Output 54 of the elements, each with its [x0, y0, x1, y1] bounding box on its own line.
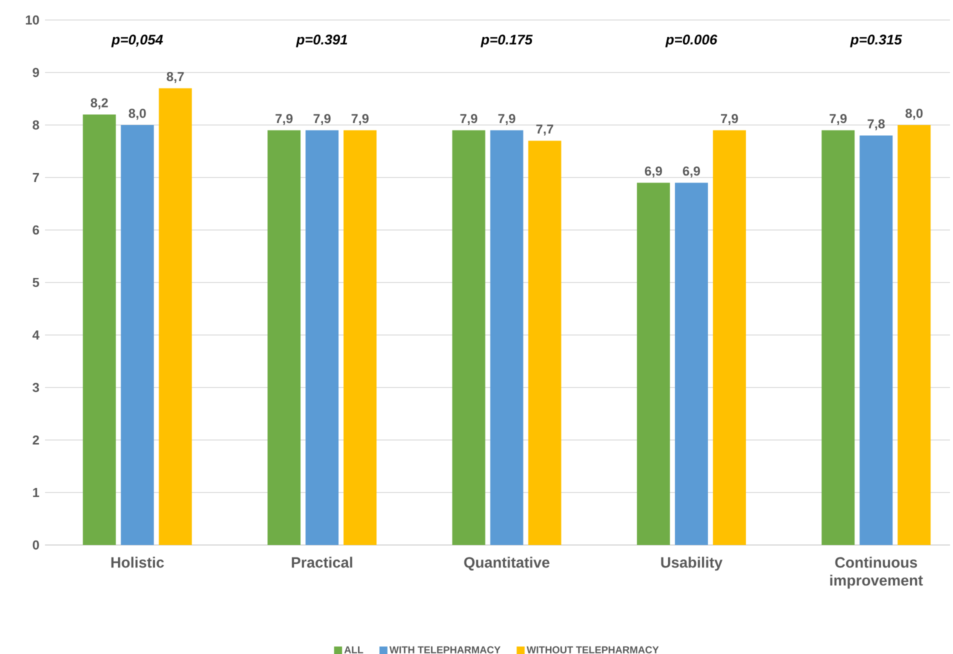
bar: [452, 130, 486, 545]
x-tick-label: Usability: [661, 556, 723, 571]
bar: [344, 130, 377, 545]
x-tick-label: Continuous improvement: [830, 556, 923, 589]
bar: [636, 182, 670, 545]
data-label: 6,9: [682, 166, 700, 178]
y-tick-label: 7: [32, 173, 39, 182]
data-label: 7,9: [830, 114, 847, 126]
data-label: 8,0: [906, 108, 923, 120]
annotation: p=0.391: [296, 34, 348, 48]
annotation: p=0.006: [665, 34, 718, 48]
annotation: p=0,054: [111, 34, 163, 48]
bar: [120, 124, 154, 545]
legend-label: WITH TELEPHARMACY: [389, 646, 500, 654]
y-tick-label: 10: [26, 15, 39, 25]
data-label: 7,9: [276, 114, 293, 126]
data-label: 6,9: [644, 166, 662, 178]
legend-label: ALL: [344, 646, 364, 654]
x-tick-label: Holistic: [111, 556, 164, 568]
y-tick-label: 4: [32, 330, 40, 340]
y-tick-label: 6: [32, 225, 40, 235]
y-tick-label: 5: [32, 278, 40, 288]
data-label: 8,2: [90, 98, 108, 110]
data-label: 7,8: [868, 119, 885, 130]
data-label: 7,9: [720, 114, 738, 126]
data-label: 7,9: [352, 114, 369, 126]
y-tick-label: 0: [32, 540, 39, 550]
x-tick-label: Practical: [292, 556, 352, 568]
bar: [898, 124, 931, 545]
data-label: 7,7: [536, 124, 554, 136]
data-label: 8,7: [166, 72, 184, 84]
bar: [528, 140, 562, 545]
annotation: p=0.315: [850, 34, 902, 48]
data-label: 7,9: [460, 114, 478, 126]
bar: [268, 130, 301, 545]
x-tick-label: Quantitative: [464, 556, 550, 571]
y-tick-label: 3: [32, 382, 40, 392]
bar: [306, 130, 339, 545]
y-tick-label: 2: [32, 435, 39, 445]
bar: [490, 130, 524, 545]
legend-label: WITHOUT TELEPHARMACY: [526, 646, 659, 654]
y-tick-label: 9: [32, 68, 40, 78]
bar: [822, 130, 855, 545]
bar: [860, 135, 893, 545]
y-tick-label: 1: [33, 488, 40, 497]
y-tick-label: 8: [32, 120, 40, 130]
bar: [674, 182, 708, 545]
bar: [158, 88, 192, 545]
bar: [82, 114, 116, 545]
annotation: p=0.175: [480, 34, 533, 48]
data-label: 7,9: [314, 114, 331, 126]
data-label: 7,9: [498, 114, 516, 126]
data-label: 8,0: [128, 108, 146, 120]
bar: [712, 130, 746, 545]
